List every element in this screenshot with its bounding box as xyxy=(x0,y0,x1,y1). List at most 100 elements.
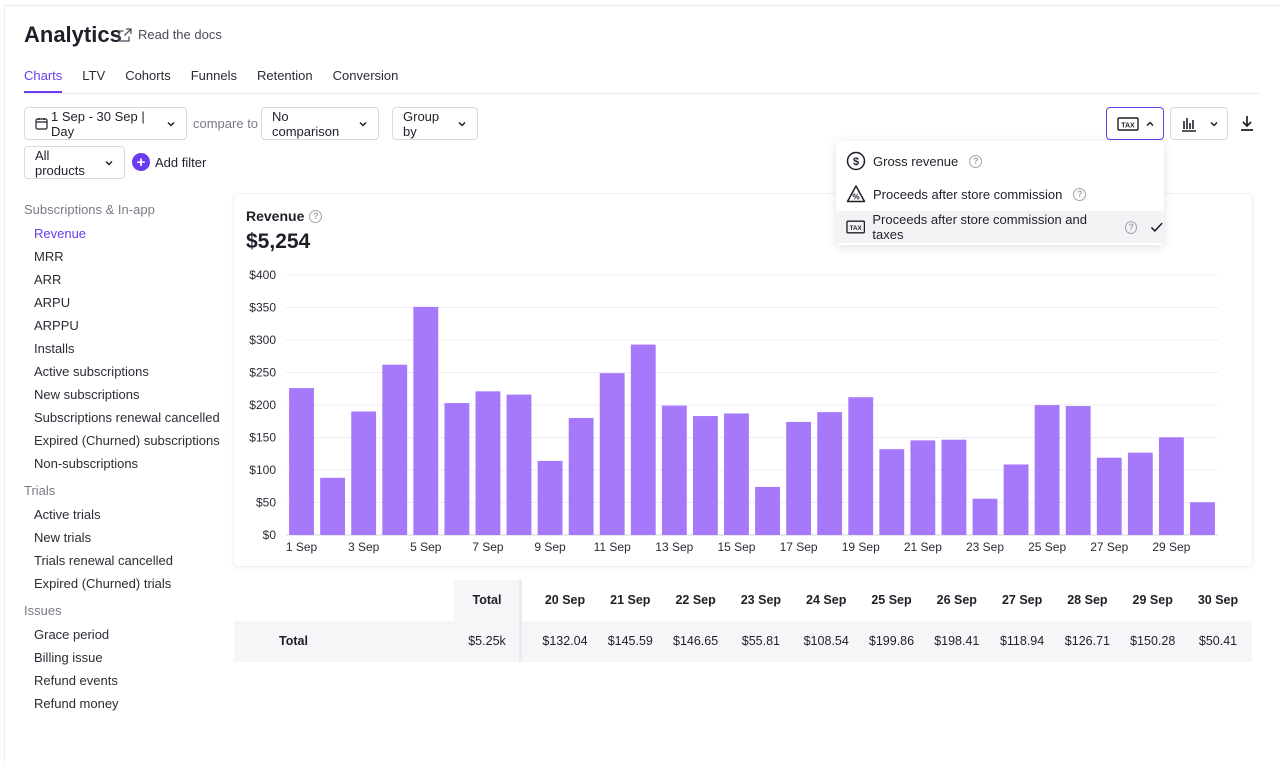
sidebar-item-expired-trials[interactable]: Expired (Churned) trials xyxy=(34,576,172,591)
sidebar-item-active-trials[interactable]: Active trials xyxy=(34,507,101,522)
revenue-mode-button[interactable]: TAX xyxy=(1106,107,1164,140)
bar-14-sep[interactable] xyxy=(692,416,718,535)
bar-24-sep[interactable] xyxy=(1003,464,1029,535)
bar-4-sep[interactable] xyxy=(382,364,408,535)
x-tick-label: 23 Sep xyxy=(966,540,1004,554)
revenue-chart-card: Revenue ? $5,254 $0 $50 $100 $150 $200 $250 $3… xyxy=(234,194,1252,566)
tab-ltv[interactable]: LTV xyxy=(82,68,106,83)
sidebar-item-subscriptions-renewal-cancelled[interactable]: Subscriptions renewal cancelled xyxy=(34,410,220,425)
bar-29-sep[interactable] xyxy=(1158,437,1184,535)
bar-3-sep[interactable] xyxy=(351,411,377,536)
sidebar-item-refund-events[interactable]: Refund events xyxy=(34,673,118,688)
sidebar-item-arpu[interactable]: ARPU xyxy=(34,295,71,310)
bar-19-sep[interactable] xyxy=(848,397,874,535)
help-icon[interactable]: ? xyxy=(1073,187,1087,201)
svg-text:TAX: TAX xyxy=(1121,122,1135,129)
add-filter-button[interactable]: + Add filter xyxy=(132,153,206,171)
bar-22-sep[interactable] xyxy=(941,439,967,535)
dropdown-item-proceeds-taxes[interactable]: TAX Proceeds after store commission and … xyxy=(836,211,1164,243)
bar-6-sep[interactable] xyxy=(444,403,470,535)
date-range-button[interactable]: 1 Sep - 30 Sep | Day xyxy=(24,107,187,140)
bar-7-sep[interactable] xyxy=(475,391,501,535)
bar-26-sep[interactable] xyxy=(1065,406,1091,535)
bar-13-sep[interactable] xyxy=(661,405,687,535)
help-icon[interactable]: ? xyxy=(309,209,323,223)
tab-charts[interactable]: Charts xyxy=(24,68,63,93)
bar-28-sep[interactable] xyxy=(1127,452,1153,535)
x-tick-label: 7 Sep xyxy=(472,540,504,554)
sidebar-item-arppu[interactable]: ARPPU xyxy=(34,318,79,333)
docs-link[interactable]: Read the docs xyxy=(118,27,222,42)
bar-21-sep[interactable] xyxy=(910,440,936,535)
compare-label: compare to xyxy=(193,116,259,131)
tax-icon: TAX xyxy=(1117,116,1139,131)
tab-funnels[interactable]: Funnels xyxy=(190,68,237,83)
bar-23-sep[interactable] xyxy=(972,498,998,535)
bar-15-sep[interactable] xyxy=(724,413,749,535)
comparison-select[interactable]: No comparison xyxy=(261,107,379,140)
x-tick-label: 17 Sep xyxy=(780,540,818,554)
table-cell-value: $199.86 xyxy=(868,634,915,648)
table-header-date: 29 Sep xyxy=(1132,593,1173,607)
help-icon[interactable]: ? xyxy=(1124,220,1138,234)
bar-25-sep[interactable] xyxy=(1034,405,1060,535)
bar-5-sep[interactable] xyxy=(413,306,439,535)
bar-27-sep[interactable] xyxy=(1096,457,1122,535)
chart-type-button[interactable] xyxy=(1170,107,1228,140)
help-icon[interactable]: ? xyxy=(969,154,983,168)
chevron-up-icon xyxy=(1146,120,1154,126)
sidebar-item-new-subscriptions[interactable]: New subscriptions xyxy=(34,387,140,402)
sidebar-item-refund-money[interactable]: Refund money xyxy=(34,696,119,711)
bar-9-sep[interactable] xyxy=(537,460,563,535)
bar-17-sep[interactable] xyxy=(786,421,812,535)
sidebar-item-trials-renewal-cancelled[interactable]: Trials renewal cancelled xyxy=(34,553,173,568)
date-range-label: 1 Sep - 30 Sep | Day xyxy=(51,108,145,139)
comparison-label: No comparison xyxy=(272,108,340,139)
tab-retention[interactable]: Retention xyxy=(256,68,313,83)
dropdown-item-label: Gross revenue xyxy=(873,153,959,169)
bar-2-sep[interactable] xyxy=(320,477,346,535)
bar-11-sep[interactable] xyxy=(599,373,625,535)
sidebar-item-billing-issue[interactable]: Billing issue xyxy=(34,650,103,665)
bar-chart-icon xyxy=(1182,117,1196,132)
tab-cohorts[interactable]: Cohorts xyxy=(125,68,171,83)
y-tick-label: $200 xyxy=(249,398,276,412)
sidebar-item-new-trials[interactable]: New trials xyxy=(34,530,92,545)
bar-30-sep[interactable] xyxy=(1190,502,1215,535)
y-tick-label: $0 xyxy=(263,528,277,542)
svg-text:$: $ xyxy=(853,156,859,168)
external-link-icon xyxy=(118,27,132,42)
bar-8-sep[interactable] xyxy=(506,394,532,535)
tab-conversion[interactable]: Conversion xyxy=(332,68,399,83)
y-tick-label: $100 xyxy=(249,463,276,477)
checkmark-icon xyxy=(1151,222,1164,232)
sidebar-item-non-subscriptions[interactable]: Non-subscriptions xyxy=(34,456,139,471)
sidebar-item-expired-subscriptions[interactable]: Expired (Churned) subscriptions xyxy=(34,433,220,448)
revenue-bar-chart: $0 $50 $100 $150 $200 $250 $300 $350 $400 1 Sep 3 … xyxy=(249,268,1218,554)
x-tick-label: 27 Sep xyxy=(1090,540,1128,554)
dropdown-item-proceeds[interactable]: % Proceeds after store commission ? xyxy=(836,178,1164,210)
sidebar-item-revenue[interactable]: Revenue xyxy=(34,226,87,241)
sidebar-item-mrr[interactable]: MRR xyxy=(34,249,64,264)
bar-10-sep[interactable] xyxy=(568,418,594,535)
tabs-divider xyxy=(24,93,1260,94)
table-header-date: 22 Sep xyxy=(675,593,716,607)
bar-20-sep[interactable] xyxy=(879,449,905,535)
products-label: All products xyxy=(35,147,85,178)
sidebar-item-installs[interactable]: Installs xyxy=(34,341,75,356)
sidebar-item-grace-period[interactable]: Grace period xyxy=(34,627,110,642)
products-select[interactable]: All products xyxy=(24,146,125,179)
group-by-select[interactable]: Group by xyxy=(392,107,478,140)
dropdown-item-gross-revenue[interactable]: $ Gross revenue ? xyxy=(836,145,1164,177)
bar-16-sep[interactable] xyxy=(755,486,780,535)
table-total-value: $5.25k xyxy=(468,634,506,648)
bar-12-sep[interactable] xyxy=(630,344,656,535)
sidebar-item-arr[interactable]: ARR xyxy=(34,272,62,287)
table-cell-value: $108.54 xyxy=(803,634,849,648)
bar-18-sep[interactable] xyxy=(817,412,843,535)
dollar-circle-icon: $ xyxy=(846,151,866,171)
table-header-total: Total xyxy=(472,593,502,607)
download-icon[interactable] xyxy=(1238,114,1256,132)
bar-1-sep[interactable] xyxy=(289,388,314,535)
sidebar-item-active-subscriptions[interactable]: Active subscriptions xyxy=(34,364,149,379)
